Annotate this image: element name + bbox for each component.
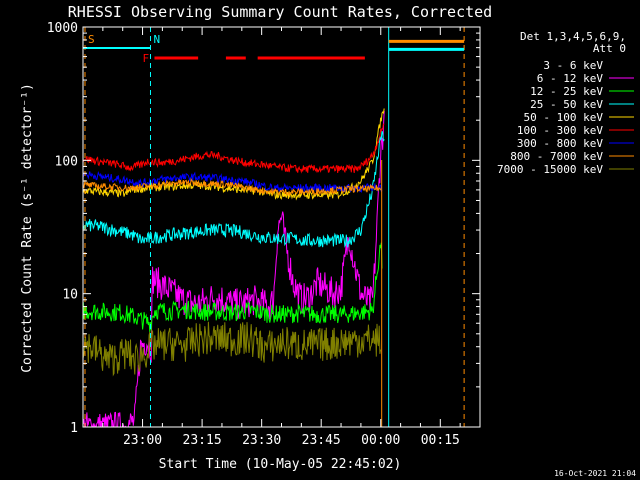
flag-label-1: S bbox=[88, 33, 95, 46]
legend-label-9: 7000 - 15000 keV bbox=[497, 163, 603, 176]
x-tick-label: 00:15 bbox=[421, 433, 460, 448]
footer-date: 16-Oct-2021 21:04 bbox=[554, 469, 636, 478]
legend-label-2: 6 - 12 keV bbox=[537, 72, 604, 85]
legend-label-5: 50 - 100 keV bbox=[524, 111, 604, 124]
series-line-7 bbox=[82, 170, 383, 194]
legend-label-7: 300 - 800 keV bbox=[517, 137, 603, 150]
y-tick-label: 10 bbox=[62, 288, 78, 303]
series-layer bbox=[82, 108, 385, 428]
series-line-1-overlay bbox=[152, 120, 385, 303]
series-line-8 bbox=[82, 177, 382, 197]
legend-label-8: 800 - 7000 keV bbox=[510, 150, 603, 163]
flag-label-2: N bbox=[153, 33, 160, 46]
series-line-6 bbox=[82, 123, 385, 174]
chart-title: RHESSI Observing Summary Count Rates, Co… bbox=[68, 3, 492, 21]
legend-label-6: 100 - 300 keV bbox=[517, 124, 603, 137]
legend-label-3: 12 - 25 keV bbox=[530, 85, 603, 98]
y-tick-label: 1000 bbox=[47, 21, 78, 36]
x-tick-label: 23:45 bbox=[302, 433, 341, 448]
y-tick-label: 1 bbox=[70, 421, 78, 436]
series-line-4 bbox=[82, 131, 385, 248]
x-tick-label: 23:15 bbox=[183, 433, 222, 448]
legend-label-1: 3 - 6 keV bbox=[543, 59, 603, 72]
x-tick-label: 00:00 bbox=[361, 433, 400, 448]
overlay-layer: S NF bbox=[83, 27, 465, 427]
x-tick-label: 23:30 bbox=[242, 433, 281, 448]
series-line-9 bbox=[82, 321, 382, 377]
legend-header-2: Att 0 bbox=[593, 42, 626, 55]
x-axis-label: Start Time (10-May-05 22:45:02) bbox=[159, 457, 402, 472]
x-tick-label: 23:00 bbox=[123, 433, 162, 448]
y-tick-label: 100 bbox=[55, 154, 78, 169]
flare-label: F bbox=[142, 52, 149, 65]
y-axis-label: Corrected Count Rate (s⁻¹ detector⁻¹) bbox=[20, 83, 35, 373]
axes-layer: 23:00 23:15 23:30 23:45 00:00 00:15 1 10 100 1000 bbox=[47, 21, 481, 448]
series-line-3 bbox=[82, 242, 383, 333]
legend-header-1: Det 1,3,4,5,6,9, bbox=[520, 30, 626, 43]
legend-label-4: 25 - 50 keV bbox=[530, 98, 603, 111]
